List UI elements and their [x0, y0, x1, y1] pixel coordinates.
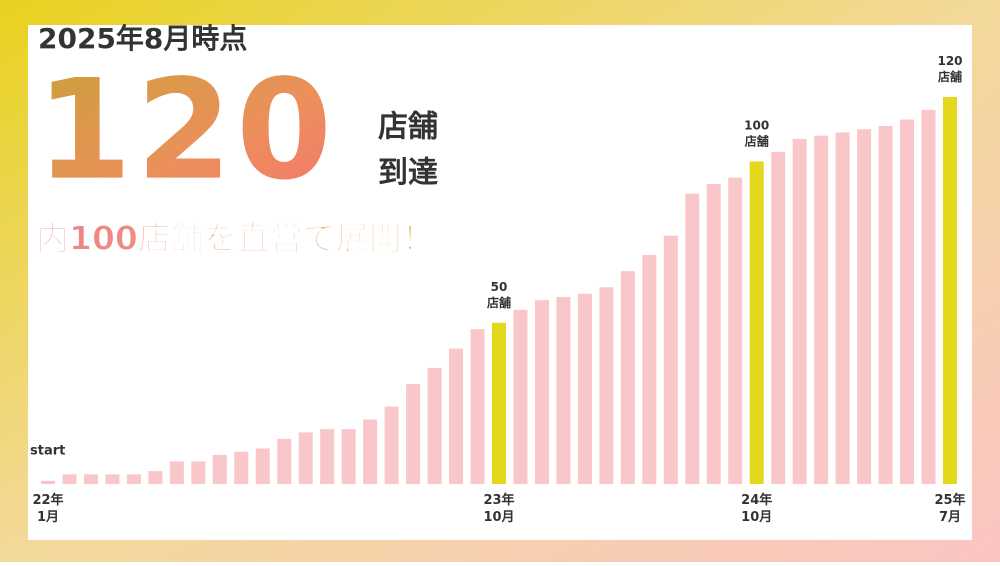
- bar: [835, 132, 850, 484]
- x-tick-label-line: 24年: [741, 492, 772, 508]
- bar: [814, 135, 829, 484]
- headline-number: 120: [36, 50, 336, 211]
- bar: [255, 448, 270, 484]
- bar: [900, 119, 915, 484]
- bar: [126, 474, 141, 484]
- bar: [577, 293, 592, 484]
- x-tick-label-line: 10月: [483, 510, 514, 525]
- bar: [148, 471, 163, 484]
- bar: [62, 474, 77, 484]
- bar: [921, 109, 936, 485]
- subtitle: 内100店舗を直営で展開！: [36, 219, 435, 258]
- bar: [41, 480, 55, 484]
- bar: [320, 429, 335, 484]
- bar: [470, 329, 485, 484]
- bar: [642, 255, 657, 484]
- value-label: 50 店舗: [487, 279, 511, 309]
- x-tick-label-line: 25年: [934, 492, 965, 508]
- bar: [749, 161, 764, 484]
- bar: [556, 296, 571, 484]
- headline-unit: 到達: [378, 156, 438, 191]
- x-tick-label: 22年 1月: [32, 492, 63, 525]
- header: 2025年8月時点: [38, 22, 247, 55]
- bar: [341, 429, 356, 484]
- bar: [685, 193, 700, 484]
- bar: [620, 271, 635, 484]
- value-label-line: 50: [491, 279, 508, 293]
- bar: [706, 184, 721, 484]
- bar: [943, 97, 957, 484]
- x-tick-label-line: 10月: [741, 510, 772, 525]
- bar: [857, 129, 872, 484]
- bar: [298, 432, 313, 484]
- x-tick-label-line: 7月: [939, 510, 961, 525]
- value-label: 100 店舗: [744, 118, 769, 148]
- bar: [513, 309, 528, 484]
- value-label: 120 店舗: [937, 54, 962, 84]
- bar: [663, 235, 678, 484]
- x-tick-label-line: 23年: [483, 492, 514, 508]
- bar: [83, 474, 98, 484]
- x-tick-label-line: 22年: [32, 492, 63, 508]
- bar: [728, 177, 743, 484]
- x-tick-label: 24年 10月: [741, 492, 772, 525]
- annotation: start: [30, 444, 65, 459]
- bar: [406, 384, 421, 484]
- bar: [492, 322, 506, 484]
- x-tick-label-line: 1月: [37, 510, 59, 525]
- bar: [234, 451, 249, 484]
- value-label-line: 店舗: [938, 69, 962, 84]
- bar: [191, 461, 206, 484]
- bar: [427, 367, 442, 484]
- bar: [878, 126, 893, 485]
- bar: [169, 461, 184, 484]
- headline-unit: 店舗: [378, 110, 438, 145]
- bar: [105, 474, 120, 484]
- value-label-line: 店舗: [487, 294, 511, 309]
- value-label-line: 100: [744, 118, 769, 132]
- x-tick-label: 23年 10月: [483, 492, 514, 525]
- bar: [534, 300, 549, 484]
- bar: [771, 151, 786, 484]
- bar: [363, 419, 378, 484]
- bar: [792, 138, 807, 485]
- bar: [449, 348, 464, 484]
- value-label-line: 店舗: [745, 133, 769, 148]
- bar: [599, 287, 614, 484]
- x-tick-label: 25年 7月: [934, 492, 965, 525]
- bar: [212, 454, 227, 484]
- bar: [384, 406, 399, 484]
- value-label-line: 120: [937, 54, 962, 68]
- bar: [277, 438, 292, 484]
